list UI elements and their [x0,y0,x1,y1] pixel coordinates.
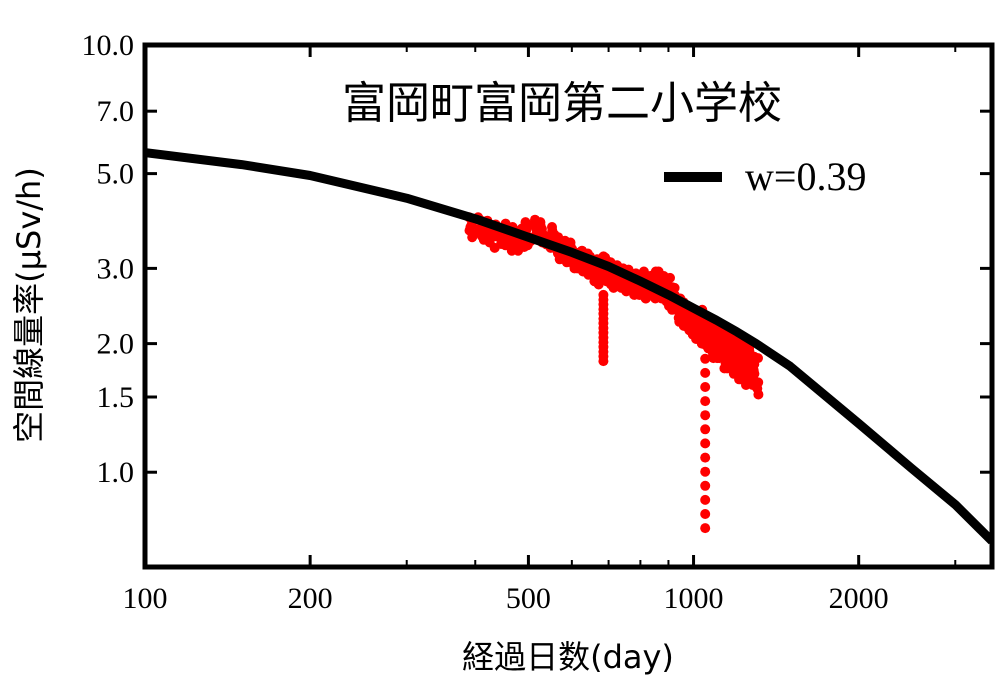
legend-label: w=0.39 [745,154,866,199]
x-tick-label: 200 [288,582,333,615]
x-tick-label: 2000 [829,582,889,615]
x-tick-label: 100 [123,582,168,615]
measured-point [700,523,711,534]
measured-point [753,353,763,364]
y-axis-title: 空間線量率(μSv/h) [10,167,48,443]
measured-point [700,494,711,505]
measured-point [547,222,557,232]
measured-point [700,452,711,463]
x-tick-label: 1000 [664,582,724,615]
y-tick-label: 7.0 [97,95,135,128]
measured-point [700,424,711,435]
y-tick-label: 3.0 [97,252,135,285]
y-tick-label: 5.0 [97,158,135,191]
measured-point [700,480,711,491]
y-axis-ticks: 1.0 1.5 2.0 3.0 5.0 7.0 10.0 [82,29,992,489]
plot-frame [142,42,995,570]
measured-point [598,289,609,300]
measured-point [700,382,711,392]
x-tick-label: 500 [506,582,551,615]
legend: w=0.39 [664,154,866,199]
measured-point [665,272,675,283]
fit-curve-line [145,148,992,545]
y-tick-label: 10.0 [82,29,135,62]
measured-point [700,396,711,407]
x-axis-title: 経過日数(day) [462,638,674,676]
measured-points-series [464,212,764,534]
measured-point [700,367,711,378]
measured-point [700,438,711,449]
chart-title: 富岡町富岡第二小学校 [342,78,782,129]
measured-point [520,217,531,228]
measured-point [700,353,711,364]
y-tick-label: 1.0 [97,456,135,489]
measured-point [700,466,711,477]
measured-point [744,346,755,357]
y-tick-label: 1.5 [97,381,135,414]
x-axis-ticks: 100 200 500 1000 2000 [123,45,957,615]
measured-point [669,282,680,293]
fit-curve-series [145,148,992,545]
measured-point [700,325,711,336]
measured-point [700,410,711,421]
measured-point [553,232,564,243]
measured-point [535,217,546,228]
measured-point [700,339,711,350]
measured-point [700,509,711,519]
y-tick-label: 2.0 [97,328,135,361]
